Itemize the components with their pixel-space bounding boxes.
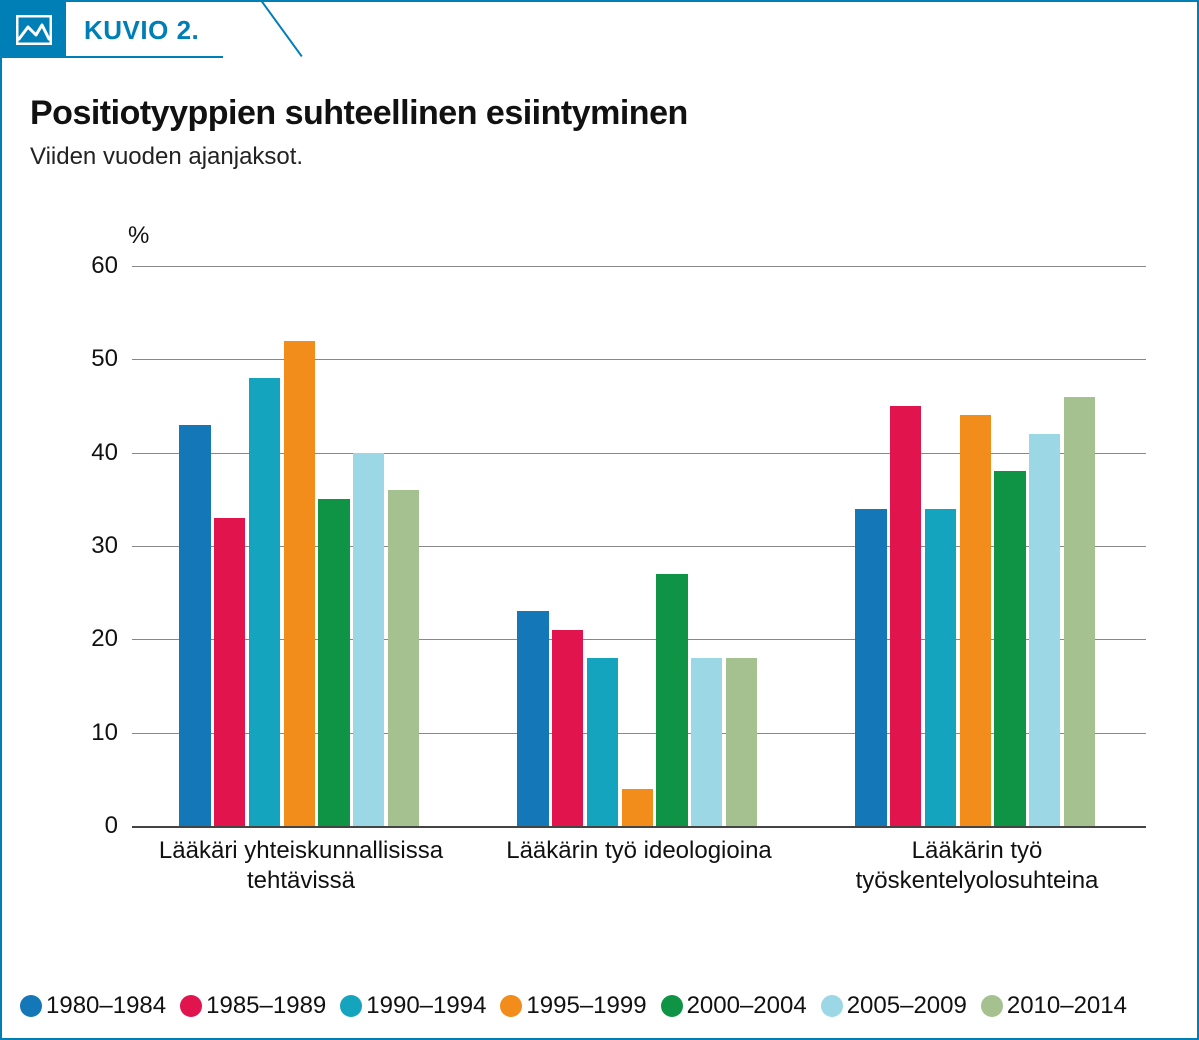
chart-area: % 0102030405060Lääkäri yhteiskunnallisis… — [56, 212, 1156, 912]
bar — [726, 658, 757, 826]
legend-swatch-icon — [981, 995, 1003, 1017]
bar — [249, 378, 280, 826]
x-category-label: Lääkärin työ ideologioina — [470, 836, 808, 866]
header-diagonal — [221, 2, 263, 58]
x-category-label: Lääkärin työtyöskentelyolosuhteina — [808, 836, 1146, 896]
bar — [1064, 397, 1095, 826]
legend-label: 2005–2009 — [847, 992, 967, 1020]
bar — [587, 658, 618, 826]
figure-header-tab: KUVIO 2. — [2, 2, 221, 58]
legend-item: 2010–2014 — [981, 992, 1127, 1020]
legend-label: 1990–1994 — [366, 992, 486, 1020]
legend-label: 1995–1999 — [526, 992, 646, 1020]
bar — [925, 509, 956, 826]
x-label-line: Lääkärin työ ideologioina — [470, 836, 808, 866]
title-block: Positiotyyppien suhteellinen esiintymine… — [30, 94, 688, 171]
bar — [517, 611, 548, 826]
x-category-label: Lääkäri yhteiskunnallisissatehtävissä — [132, 836, 470, 896]
bar — [691, 658, 722, 826]
bar — [994, 471, 1025, 826]
figure-number-label: KUVIO 2. — [66, 15, 221, 46]
figure-frame: KUVIO 2. Positiotyyppien suhteellinen es… — [0, 0, 1199, 1040]
y-tick-label: 10 — [91, 719, 118, 747]
legend-swatch-icon — [180, 995, 202, 1017]
bar — [353, 453, 384, 826]
y-axis-unit: % — [128, 222, 149, 250]
bar — [890, 406, 921, 826]
bar — [284, 341, 315, 826]
bar — [1029, 434, 1060, 826]
chart-title: Positiotyyppien suhteellinen esiintymine… — [30, 94, 688, 133]
legend: 1980–1984 1985–1989 1990–1994 1995–1999 2000… — [20, 992, 1179, 1020]
legend-label: 1985–1989 — [206, 992, 326, 1020]
legend-item: 2005–2009 — [821, 992, 967, 1020]
legend-item: 1995–1999 — [500, 992, 646, 1020]
chart-subtitle: Viiden vuoden ajanjaksot. — [30, 143, 688, 171]
bar — [656, 574, 687, 826]
y-tick-label: 40 — [91, 439, 118, 467]
x-label-line: Lääkäri yhteiskunnallisissa — [132, 836, 470, 866]
bar — [388, 490, 419, 826]
gridline — [132, 266, 1146, 267]
bar — [855, 509, 886, 826]
y-tick-label: 60 — [91, 252, 118, 280]
x-label-line: työskentelyolosuhteina — [808, 866, 1146, 896]
legend-item: 1985–1989 — [180, 992, 326, 1020]
legend-label: 2010–2014 — [1007, 992, 1127, 1020]
legend-item: 2000–2004 — [661, 992, 807, 1020]
y-tick-label: 0 — [105, 812, 118, 840]
legend-swatch-icon — [821, 995, 843, 1017]
bar — [179, 425, 210, 826]
header-underline — [2, 56, 223, 58]
bar — [622, 789, 653, 826]
y-tick-label: 30 — [91, 532, 118, 560]
x-label-line: tehtävissä — [132, 866, 470, 896]
legend-label: 1980–1984 — [46, 992, 166, 1020]
y-tick-label: 20 — [91, 625, 118, 653]
bar — [960, 415, 991, 826]
legend-item: 1980–1984 — [20, 992, 166, 1020]
legend-label: 2000–2004 — [687, 992, 807, 1020]
legend-swatch-icon — [20, 995, 42, 1017]
legend-swatch-icon — [661, 995, 683, 1017]
legend-item: 1990–1994 — [340, 992, 486, 1020]
x-axis-line — [132, 826, 1146, 828]
plot-region: 0102030405060Lääkäri yhteiskunnallisissa… — [132, 266, 1146, 826]
image-icon — [2, 2, 66, 58]
bar — [318, 499, 349, 826]
y-tick-label: 50 — [91, 345, 118, 373]
bar — [552, 630, 583, 826]
legend-swatch-icon — [340, 995, 362, 1017]
legend-swatch-icon — [500, 995, 522, 1017]
bar — [214, 518, 245, 826]
x-label-line: Lääkärin työ — [808, 836, 1146, 866]
